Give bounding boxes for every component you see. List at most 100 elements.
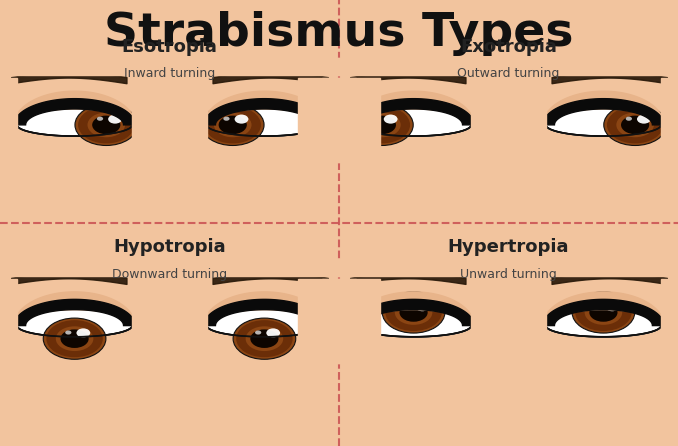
Polygon shape bbox=[322, 279, 380, 363]
Circle shape bbox=[223, 117, 230, 121]
Circle shape bbox=[385, 294, 442, 331]
Circle shape bbox=[92, 116, 121, 134]
Circle shape bbox=[372, 117, 379, 121]
Polygon shape bbox=[132, 279, 190, 363]
Circle shape bbox=[416, 302, 429, 311]
Circle shape bbox=[77, 328, 90, 338]
Circle shape bbox=[87, 112, 125, 137]
Circle shape bbox=[236, 320, 293, 357]
Circle shape bbox=[214, 112, 252, 137]
Polygon shape bbox=[543, 99, 664, 125]
Polygon shape bbox=[14, 99, 135, 125]
Polygon shape bbox=[189, 320, 207, 329]
Polygon shape bbox=[471, 119, 488, 128]
Text: Esotropia: Esotropia bbox=[121, 38, 218, 56]
Circle shape bbox=[65, 330, 71, 334]
Polygon shape bbox=[543, 292, 664, 326]
Circle shape bbox=[604, 104, 666, 145]
Circle shape bbox=[589, 303, 618, 322]
Circle shape bbox=[75, 104, 138, 145]
Polygon shape bbox=[204, 91, 325, 125]
Circle shape bbox=[78, 106, 134, 144]
Polygon shape bbox=[327, 259, 500, 276]
Polygon shape bbox=[189, 119, 207, 128]
Polygon shape bbox=[17, 106, 132, 136]
Polygon shape bbox=[14, 292, 135, 326]
Polygon shape bbox=[517, 58, 678, 75]
Polygon shape bbox=[353, 99, 474, 125]
Circle shape bbox=[233, 318, 296, 359]
Polygon shape bbox=[661, 279, 678, 363]
Polygon shape bbox=[356, 106, 471, 136]
Circle shape bbox=[384, 115, 397, 124]
Circle shape bbox=[594, 304, 600, 308]
Text: Hypotropia: Hypotropia bbox=[113, 239, 226, 256]
Polygon shape bbox=[0, 58, 161, 75]
Circle shape bbox=[575, 294, 632, 331]
Polygon shape bbox=[14, 91, 135, 125]
Circle shape bbox=[382, 292, 445, 333]
Circle shape bbox=[97, 117, 103, 121]
Polygon shape bbox=[517, 259, 678, 276]
Polygon shape bbox=[471, 279, 529, 363]
Polygon shape bbox=[0, 78, 17, 162]
Polygon shape bbox=[3, 318, 17, 335]
Polygon shape bbox=[204, 292, 325, 326]
Text: Downward turning: Downward turning bbox=[112, 268, 227, 281]
Circle shape bbox=[399, 303, 428, 322]
Circle shape bbox=[354, 106, 410, 144]
Circle shape bbox=[605, 302, 619, 311]
Circle shape bbox=[46, 320, 103, 357]
Circle shape bbox=[266, 328, 280, 338]
Polygon shape bbox=[529, 119, 546, 128]
Polygon shape bbox=[342, 318, 356, 335]
Polygon shape bbox=[661, 117, 675, 134]
Polygon shape bbox=[543, 91, 664, 125]
Polygon shape bbox=[132, 119, 149, 128]
Circle shape bbox=[572, 292, 635, 333]
Text: Inward turning: Inward turning bbox=[124, 67, 215, 80]
Polygon shape bbox=[543, 299, 664, 326]
Polygon shape bbox=[322, 117, 336, 134]
Polygon shape bbox=[471, 78, 529, 162]
Circle shape bbox=[363, 112, 401, 137]
Polygon shape bbox=[149, 279, 207, 363]
Polygon shape bbox=[471, 320, 488, 329]
Circle shape bbox=[584, 300, 622, 325]
Polygon shape bbox=[322, 318, 336, 335]
Circle shape bbox=[235, 115, 248, 124]
Polygon shape bbox=[488, 279, 546, 363]
Polygon shape bbox=[132, 78, 190, 162]
Polygon shape bbox=[327, 58, 500, 75]
Circle shape bbox=[205, 106, 261, 144]
Polygon shape bbox=[661, 318, 675, 335]
Polygon shape bbox=[178, 259, 351, 276]
Circle shape bbox=[201, 104, 264, 145]
Circle shape bbox=[621, 116, 650, 134]
Polygon shape bbox=[322, 78, 380, 162]
Polygon shape bbox=[353, 299, 474, 326]
Circle shape bbox=[108, 115, 122, 124]
Polygon shape bbox=[207, 106, 322, 136]
Circle shape bbox=[616, 112, 654, 137]
Circle shape bbox=[637, 115, 651, 124]
Circle shape bbox=[250, 330, 279, 348]
Polygon shape bbox=[14, 299, 135, 326]
Polygon shape bbox=[353, 91, 474, 125]
Circle shape bbox=[626, 117, 632, 121]
Polygon shape bbox=[298, 78, 356, 162]
Polygon shape bbox=[0, 259, 161, 276]
Circle shape bbox=[43, 318, 106, 359]
Text: Hypertropia: Hypertropia bbox=[447, 239, 570, 256]
Text: Outward turning: Outward turning bbox=[458, 67, 559, 80]
Circle shape bbox=[367, 116, 396, 134]
Polygon shape bbox=[17, 307, 132, 337]
Polygon shape bbox=[3, 117, 17, 134]
Circle shape bbox=[404, 304, 410, 308]
Text: Strabismus Types: Strabismus Types bbox=[104, 11, 574, 56]
Polygon shape bbox=[149, 78, 207, 162]
Polygon shape bbox=[178, 58, 351, 75]
Polygon shape bbox=[488, 78, 546, 162]
Polygon shape bbox=[204, 299, 325, 326]
Polygon shape bbox=[546, 307, 661, 337]
